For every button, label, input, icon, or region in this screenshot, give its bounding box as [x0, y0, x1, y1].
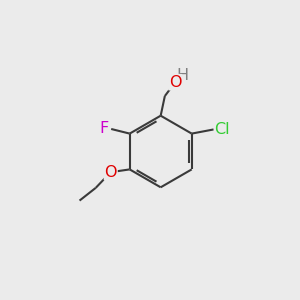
Text: O: O: [169, 75, 182, 90]
Text: Cl: Cl: [214, 122, 230, 137]
Text: F: F: [100, 122, 109, 136]
Text: H: H: [177, 68, 189, 83]
Text: O: O: [104, 165, 117, 180]
